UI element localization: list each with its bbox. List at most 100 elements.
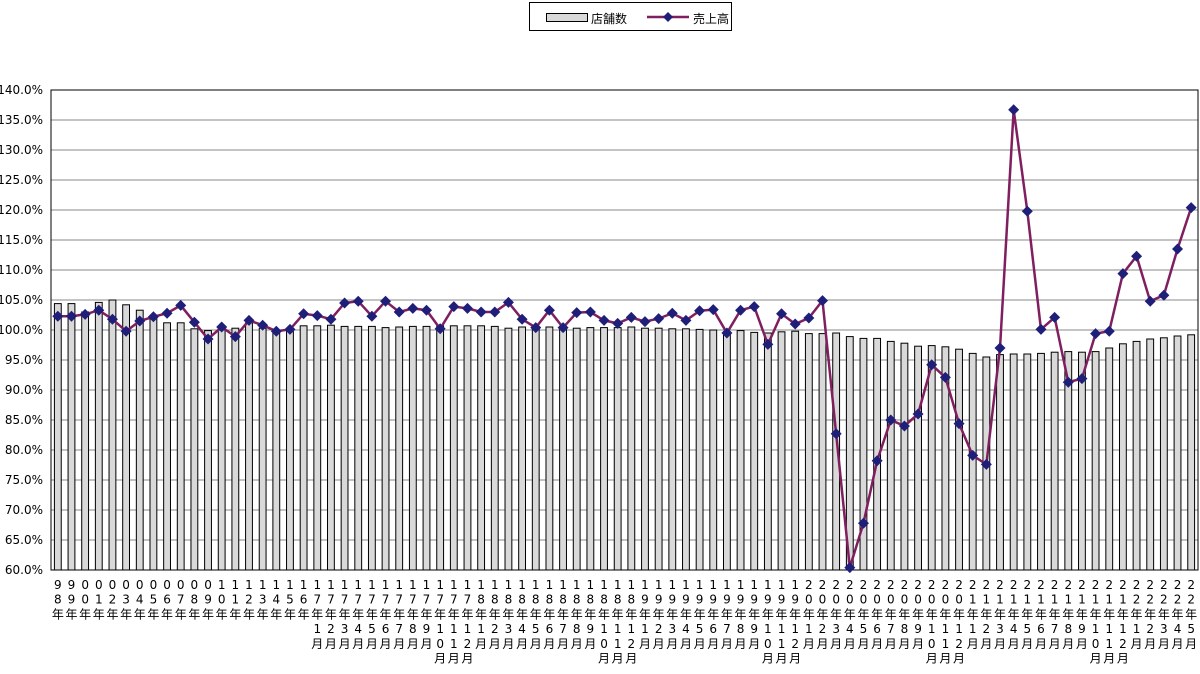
sales-marker (120, 325, 132, 337)
bar (313, 325, 322, 571)
sales-marker (188, 316, 200, 328)
sales-marker (229, 331, 241, 343)
sales-marker (502, 296, 514, 308)
sales-marker (789, 318, 801, 330)
sales-marker (65, 310, 77, 322)
sales-marker (270, 325, 282, 337)
bar (572, 327, 581, 571)
y-tick-label: 90.0% (5, 383, 43, 397)
sales-marker (393, 306, 405, 318)
sales-marker (953, 418, 965, 430)
bar (327, 324, 335, 571)
y-tick-label: 130.0% (0, 143, 43, 157)
sales-marker (694, 305, 706, 317)
bar (381, 327, 390, 571)
bar (108, 299, 117, 571)
bar (176, 322, 185, 571)
sales-marker (325, 313, 337, 325)
sales-marker (598, 314, 610, 326)
bar (122, 304, 131, 571)
sales-marker (257, 319, 269, 331)
sales-marker (421, 304, 433, 316)
bar (1146, 338, 1155, 571)
sales-marker (434, 323, 446, 335)
sales-line (57, 109, 1193, 568)
sales-marker (516, 313, 528, 325)
bar (941, 346, 950, 571)
sales-marker (1117, 268, 1129, 280)
bar (996, 354, 1004, 571)
bar (682, 328, 690, 571)
bar (1091, 351, 1100, 571)
bar (149, 316, 158, 571)
bar (245, 322, 253, 571)
legend-bar-label: 店舗数 (591, 12, 628, 26)
bar (1118, 343, 1127, 571)
bar (914, 345, 922, 571)
sales-marker (543, 304, 555, 316)
bar (53, 303, 62, 571)
bar (668, 328, 677, 571)
y-tick-label: 75.0% (5, 473, 43, 487)
sales-marker (803, 312, 815, 324)
sales-marker (339, 297, 351, 309)
y-tick-label: 105.0% (0, 293, 43, 307)
y-tick-label: 135.0% (0, 113, 43, 127)
sales-marker (79, 308, 91, 320)
bar (1050, 351, 1059, 571)
sales-marker (1172, 243, 1184, 255)
bar (859, 337, 868, 571)
x-axis: 9 8 年9 9 年0 0 年0 1 年0 2 年0 3 年0 4 年0 5 年0 6 年0 7 年0 8 年0 9 年1 0 年1… (52, 578, 1197, 666)
sales-marker (407, 302, 419, 314)
bar (531, 326, 540, 571)
sales-marker (844, 562, 856, 574)
y-tick-label: 60.0% (5, 563, 43, 577)
sales-marker (530, 322, 542, 334)
sales-marker (298, 308, 310, 320)
bar (518, 326, 527, 571)
legend-bar-swatch (546, 13, 588, 22)
sales-marker (475, 306, 487, 318)
sales-marker (776, 308, 788, 320)
y-tick-label: 115.0% (0, 233, 43, 247)
sales-marker (448, 301, 460, 313)
sales-marker (980, 458, 992, 470)
bar (654, 327, 663, 571)
